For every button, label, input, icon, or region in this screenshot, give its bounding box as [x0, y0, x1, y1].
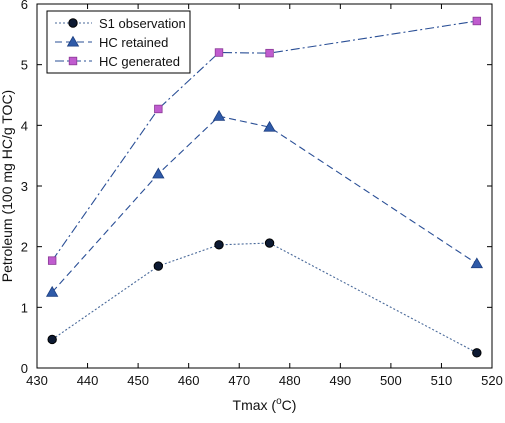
data-point: [153, 261, 164, 271]
series-0: [47, 238, 482, 358]
data-point: [214, 240, 224, 250]
x-tick-label: 480: [279, 373, 301, 388]
x-tick-label: 470: [228, 373, 250, 388]
legend-label: S1 observation: [99, 16, 186, 31]
data-point: [263, 120, 276, 132]
y-tick-label: 4: [21, 118, 28, 133]
x-tick-label: 500: [380, 373, 402, 388]
series-1: [45, 109, 484, 297]
x-tick-label: 490: [329, 373, 351, 388]
data-point: [264, 238, 275, 248]
y-axis-label: Petroleum (100 mg HC/g TOC): [0, 90, 15, 282]
y-tick-label: 1: [21, 300, 28, 315]
data-point: [47, 334, 57, 345]
x-tick-label: 520: [481, 373, 503, 388]
legend-label: HC retained: [99, 35, 168, 50]
x-tick-label: 440: [77, 373, 99, 388]
data-point: [47, 256, 57, 265]
x-tick-label: 450: [127, 373, 149, 388]
x-tick-label: 460: [178, 373, 200, 388]
y-tick-label: 3: [21, 179, 28, 194]
data-point: [265, 48, 274, 58]
data-point: [472, 16, 482, 26]
axes-group: 430 440 450 460 470 480 490 500 510 520 0 1 2 3 4 5 6: [21, 0, 503, 388]
y-tick-label: 2: [21, 240, 28, 255]
legend: S1 observation HC retained HC generated: [46, 10, 191, 74]
data-point: [212, 109, 226, 121]
series-2: [47, 16, 482, 265]
y-tick-label: 0: [21, 361, 28, 376]
x-axis-label: Tmax (oC): [233, 396, 297, 413]
data-point: [152, 167, 165, 179]
x-tick-label: 430: [26, 373, 48, 388]
data-point: [470, 257, 484, 269]
legend-marker: [68, 56, 78, 66]
legend-marker: [66, 35, 80, 47]
series-line: [51, 115, 478, 293]
x-tick-label: 510: [431, 373, 453, 388]
data-point: [472, 348, 482, 358]
series-line: [51, 242, 478, 354]
data-point: [154, 104, 163, 114]
y-tick-label: 6: [21, 0, 28, 12]
legend-marker: [68, 18, 78, 28]
data-point: [214, 48, 224, 57]
y-tick-label: 5: [21, 58, 28, 73]
data-point: [45, 285, 59, 297]
series-group: [45, 16, 484, 358]
legend-label: HC generated: [99, 54, 180, 69]
